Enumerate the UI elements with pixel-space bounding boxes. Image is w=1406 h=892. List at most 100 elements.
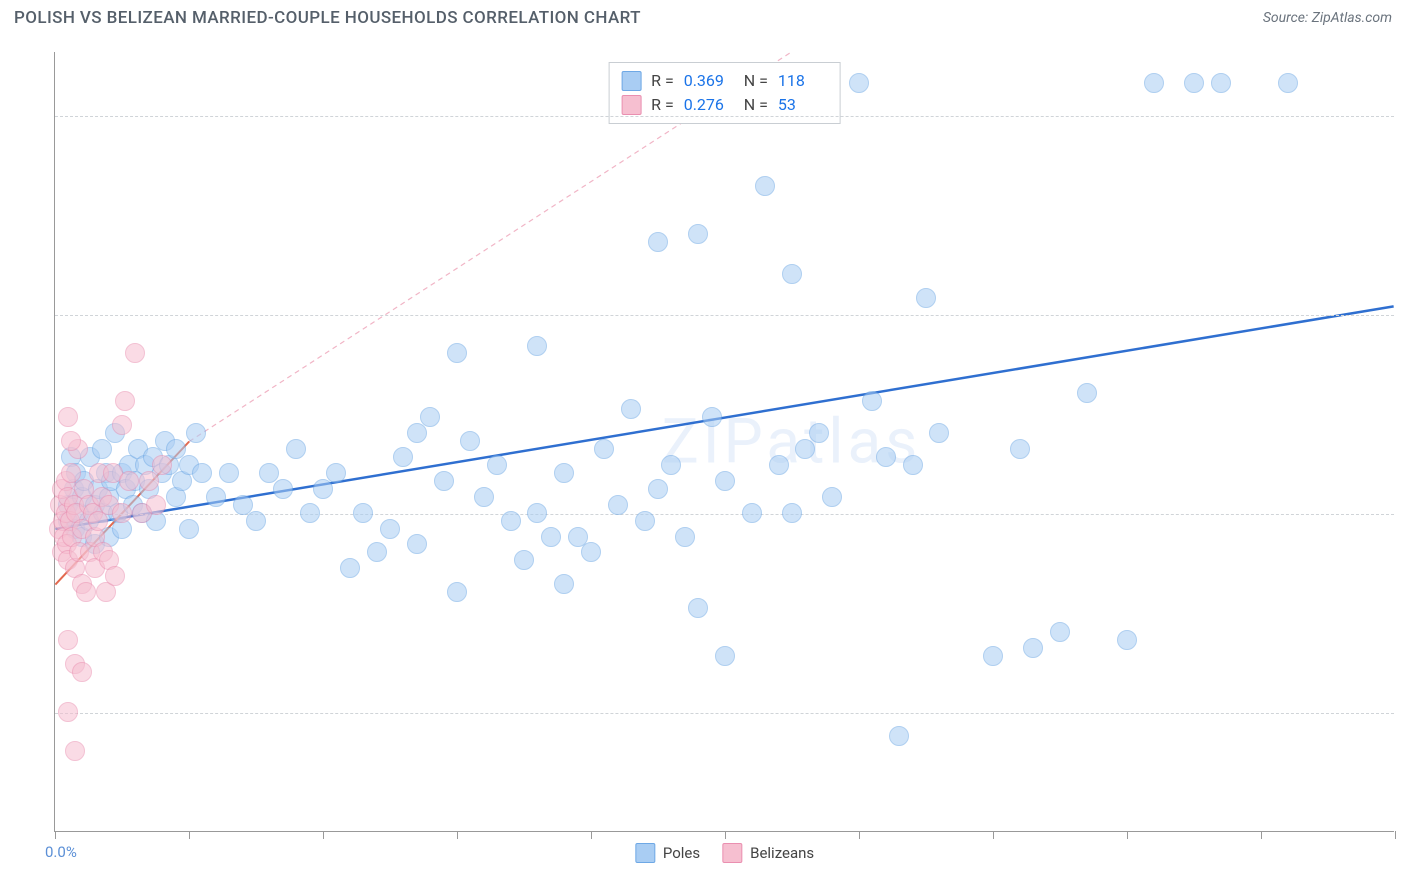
x-tick bbox=[859, 831, 860, 839]
data-point bbox=[58, 630, 78, 650]
legend-swatch bbox=[635, 843, 655, 863]
data-point bbox=[1184, 73, 1204, 93]
data-point bbox=[514, 550, 534, 570]
x-tick bbox=[1261, 831, 1262, 839]
data-point bbox=[983, 646, 1003, 666]
data-point bbox=[1010, 439, 1030, 459]
data-point bbox=[286, 439, 306, 459]
data-point bbox=[795, 439, 815, 459]
watermark: ZIPatlas bbox=[662, 405, 922, 478]
data-point bbox=[648, 479, 668, 499]
data-point bbox=[139, 471, 159, 491]
data-point bbox=[420, 407, 440, 427]
data-point bbox=[876, 447, 896, 467]
data-point bbox=[76, 582, 96, 602]
trend-lines-layer bbox=[55, 52, 1394, 831]
data-point bbox=[608, 495, 628, 515]
x-tick bbox=[725, 831, 726, 839]
legend-item: Belizeans bbox=[722, 843, 814, 863]
stats-row: R =0.276N =53 bbox=[621, 93, 828, 117]
data-point bbox=[527, 336, 547, 356]
data-point bbox=[460, 431, 480, 451]
data-point bbox=[1211, 73, 1231, 93]
data-point bbox=[916, 288, 936, 308]
series-swatch bbox=[621, 95, 641, 115]
data-point bbox=[119, 471, 139, 491]
trend-line bbox=[55, 306, 1393, 529]
x-tick bbox=[189, 831, 190, 839]
data-point bbox=[501, 511, 521, 531]
r-value: 0.276 bbox=[684, 93, 734, 117]
data-point bbox=[554, 463, 574, 483]
y-tick-label: 50.0% bbox=[1402, 505, 1406, 523]
data-point bbox=[862, 391, 882, 411]
data-point bbox=[115, 391, 135, 411]
data-point bbox=[105, 566, 125, 586]
data-point bbox=[112, 503, 132, 523]
data-point bbox=[755, 176, 775, 196]
data-point bbox=[822, 487, 842, 507]
data-point bbox=[903, 455, 923, 475]
data-point bbox=[581, 542, 601, 562]
x-tick bbox=[1395, 831, 1396, 839]
stats-row: R = 0.369 N = 118 bbox=[621, 69, 828, 93]
data-point bbox=[65, 741, 85, 761]
x-axis-min-label: 0.0% bbox=[45, 843, 77, 861]
data-point bbox=[715, 471, 735, 491]
data-point bbox=[300, 503, 320, 523]
chart-title: POLISH VS BELIZEAN MARRIED-COUPLE HOUSEH… bbox=[14, 8, 641, 28]
data-point bbox=[246, 511, 266, 531]
data-point bbox=[434, 471, 454, 491]
data-point bbox=[380, 519, 400, 539]
data-point bbox=[192, 463, 212, 483]
data-point bbox=[688, 224, 708, 244]
x-tick bbox=[55, 831, 56, 839]
data-point bbox=[487, 455, 507, 475]
data-point bbox=[340, 558, 360, 578]
data-point bbox=[782, 503, 802, 523]
data-point bbox=[179, 519, 199, 539]
legend-label: Belizeans bbox=[750, 844, 814, 862]
x-tick bbox=[1127, 831, 1128, 839]
r-value: 0.369 bbox=[684, 69, 734, 93]
data-point bbox=[58, 702, 78, 722]
x-tick bbox=[993, 831, 994, 839]
data-point bbox=[219, 463, 239, 483]
series-swatch bbox=[621, 71, 641, 91]
series-legend: Poles Belizeans bbox=[635, 843, 814, 863]
y-tick-label: 75.0% bbox=[1402, 306, 1406, 324]
data-point bbox=[1144, 73, 1164, 93]
data-point bbox=[769, 455, 789, 475]
data-point bbox=[675, 527, 695, 547]
r-label: R = bbox=[651, 69, 674, 93]
data-point bbox=[152, 455, 172, 475]
chart-source: Source: ZipAtlas.com bbox=[1263, 10, 1392, 26]
y-tick-label: 25.0% bbox=[1402, 704, 1406, 722]
n-value: 118 bbox=[778, 69, 828, 93]
n-value: 53 bbox=[778, 93, 828, 117]
data-point bbox=[61, 431, 81, 451]
data-point bbox=[648, 232, 668, 252]
legend-item: Poles bbox=[635, 843, 700, 863]
x-tick bbox=[457, 831, 458, 839]
data-point bbox=[661, 455, 681, 475]
data-point bbox=[326, 463, 346, 483]
data-point bbox=[58, 407, 78, 427]
data-point bbox=[849, 73, 869, 93]
data-point bbox=[527, 503, 547, 523]
data-point bbox=[1023, 638, 1043, 658]
data-point bbox=[809, 423, 829, 443]
data-point bbox=[474, 487, 494, 507]
data-point bbox=[206, 487, 226, 507]
data-point bbox=[621, 399, 641, 419]
data-point bbox=[742, 503, 762, 523]
data-point bbox=[313, 479, 333, 499]
data-point bbox=[367, 542, 387, 562]
data-point bbox=[688, 598, 708, 618]
data-point bbox=[186, 423, 206, 443]
data-point bbox=[1050, 622, 1070, 642]
data-point bbox=[112, 415, 132, 435]
n-label: N = bbox=[744, 69, 768, 93]
data-point bbox=[447, 343, 467, 363]
data-point bbox=[447, 582, 467, 602]
